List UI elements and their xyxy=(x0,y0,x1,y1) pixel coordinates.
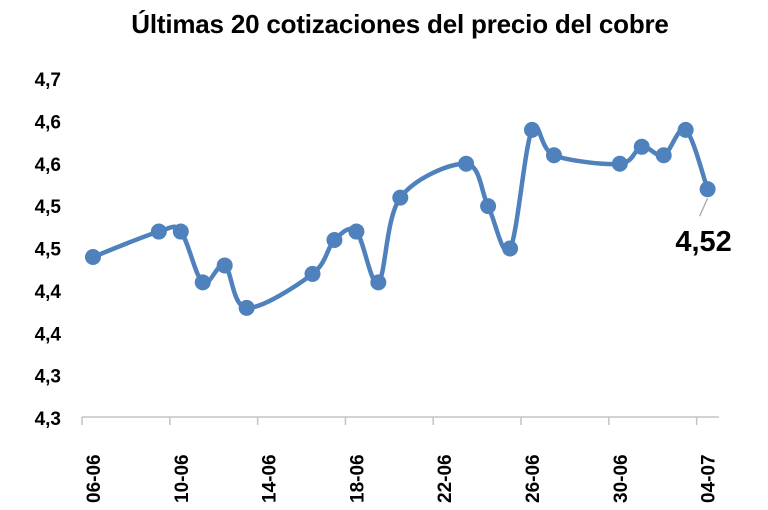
data-point-marker xyxy=(480,198,497,215)
data-point-marker xyxy=(699,181,716,198)
x-axis-tick-label: 14-06 xyxy=(260,454,281,503)
data-point-marker xyxy=(392,189,409,206)
data-point-marker xyxy=(524,121,540,138)
y-axis-tick-label: 4,4 xyxy=(35,282,62,303)
y-axis-tick-label: 4,3 xyxy=(35,409,61,430)
y-axis-tick-label: 4,7 xyxy=(35,70,61,91)
data-point-marker xyxy=(655,147,672,164)
y-axis-tick-label: 4,6 xyxy=(35,112,61,133)
y-axis-tick-label: 4,3 xyxy=(35,367,61,388)
x-axis-tick-label: 18-06 xyxy=(347,454,368,503)
chart-title: Últimas 20 cotizaciones del precio del c… xyxy=(131,9,669,39)
data-point-marker xyxy=(633,138,650,155)
data-point-marker xyxy=(304,265,321,282)
annotation-leader-line xyxy=(699,197,709,217)
data-point-marker xyxy=(611,155,628,172)
data-point-marker xyxy=(194,274,211,291)
data-point-marker xyxy=(458,155,475,172)
data-point-marker xyxy=(85,248,101,265)
x-axis-tick-label: 04-07 xyxy=(699,454,720,503)
data-point-marker xyxy=(326,232,343,249)
y-axis-tick-label: 4,5 xyxy=(35,197,62,218)
data-point-marker xyxy=(677,121,694,138)
x-axis-tick-label: 30-06 xyxy=(611,454,632,503)
data-point-marker xyxy=(216,257,233,274)
x-axis-tick-label: 22-06 xyxy=(435,454,456,503)
data-point-marker xyxy=(150,223,167,240)
x-axis-tick-label: 06-06 xyxy=(84,454,105,503)
x-axis-tick-label: 26-06 xyxy=(523,454,544,503)
y-axis-tick-label: 4,4 xyxy=(35,324,62,345)
price-line xyxy=(90,123,710,311)
x-axis-tick-label: 10-06 xyxy=(172,454,193,503)
y-axis-tick-label: 4,5 xyxy=(35,240,62,261)
data-point-marker xyxy=(370,274,387,291)
data-point-marker xyxy=(238,299,255,316)
data-point-marker xyxy=(348,223,365,240)
data-point-marker xyxy=(172,223,189,240)
data-point-marker xyxy=(545,147,562,164)
data-point-marker xyxy=(502,240,519,257)
last-value-label: 4,52 xyxy=(675,226,731,258)
y-axis-tick-label: 4,6 xyxy=(35,155,61,176)
